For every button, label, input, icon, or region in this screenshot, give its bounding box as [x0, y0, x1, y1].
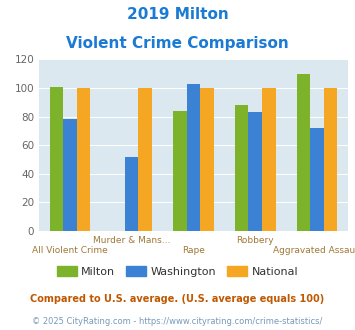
- Text: 2019 Milton: 2019 Milton: [127, 7, 228, 21]
- Bar: [262, 88, 275, 231]
- Text: Murder & Mans...: Murder & Mans...: [93, 236, 170, 245]
- Bar: [63, 119, 77, 231]
- Text: All Violent Crime: All Violent Crime: [32, 246, 108, 255]
- Text: Aggravated Assault: Aggravated Assault: [273, 246, 355, 255]
- Text: Robbery: Robbery: [236, 236, 274, 245]
- Legend: Milton, Washington, National: Milton, Washington, National: [52, 261, 303, 281]
- Bar: [187, 84, 200, 231]
- Bar: [200, 88, 214, 231]
- Bar: [235, 105, 248, 231]
- Bar: [324, 88, 337, 231]
- Bar: [50, 86, 63, 231]
- Bar: [248, 112, 262, 231]
- Bar: [77, 88, 90, 231]
- Bar: [297, 74, 310, 231]
- Bar: [138, 88, 152, 231]
- Text: Violent Crime Comparison: Violent Crime Comparison: [66, 36, 289, 51]
- Bar: [173, 111, 187, 231]
- Text: © 2025 CityRating.com - https://www.cityrating.com/crime-statistics/: © 2025 CityRating.com - https://www.city…: [32, 317, 323, 326]
- Text: Compared to U.S. average. (U.S. average equals 100): Compared to U.S. average. (U.S. average …: [31, 294, 324, 304]
- Text: Rape: Rape: [182, 246, 205, 255]
- Bar: [125, 157, 138, 231]
- Bar: [310, 128, 324, 231]
